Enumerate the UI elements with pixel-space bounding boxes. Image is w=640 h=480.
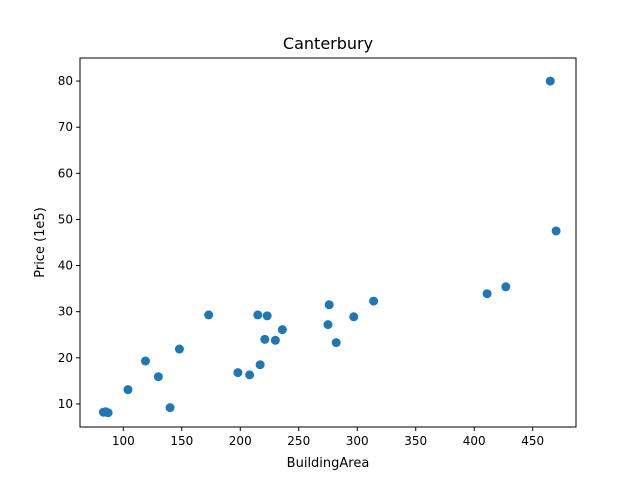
data-point [262,311,272,321]
x-tick-label: 450 [521,434,544,448]
data-point [253,310,263,320]
data-point [349,312,359,322]
x-tick-label: 100 [112,434,135,448]
y-tick-label: 70 [58,120,73,134]
data-point [369,296,379,306]
x-tick-label: 350 [404,434,427,448]
x-tick-label: 150 [170,434,193,448]
data-point [141,356,151,366]
data-point [501,282,511,292]
chart-title: Canterbury [283,34,373,53]
y-tick-label: 40 [58,259,73,273]
data-point [545,76,555,86]
data-point [204,310,214,320]
data-point [260,334,270,344]
data-point [270,335,280,345]
data-point [323,320,333,330]
x-axis-label: BuildingArea [287,456,370,471]
data-points [98,76,561,418]
y-tick-label: 60 [58,166,73,180]
x-tick-label: 250 [287,434,310,448]
data-point [331,338,341,348]
axis-ticks: 100 150 200 250 300 350 400 450 10 20 30 40 50 60 70 80 [58,74,544,448]
data-point [255,360,265,370]
x-tick-label: 300 [346,434,369,448]
y-tick-label: 50 [58,212,73,226]
y-tick-label: 20 [58,351,73,365]
data-point [551,226,561,236]
x-tick-label: 400 [463,434,486,448]
data-point [277,325,287,335]
y-axis-label: Price (1e5) [33,207,48,278]
data-point [153,372,163,382]
data-point [123,385,133,395]
y-tick-label: 30 [58,305,73,319]
y-tick-label: 80 [58,74,73,88]
y-tick-label: 10 [58,397,73,411]
data-point [174,344,184,354]
data-point [482,289,492,299]
x-tick-label: 200 [229,434,252,448]
data-point [233,368,243,378]
data-point [324,300,334,310]
data-point [165,403,175,413]
plot-area-frame [79,57,577,428]
data-point [245,370,255,380]
data-point [103,408,113,418]
